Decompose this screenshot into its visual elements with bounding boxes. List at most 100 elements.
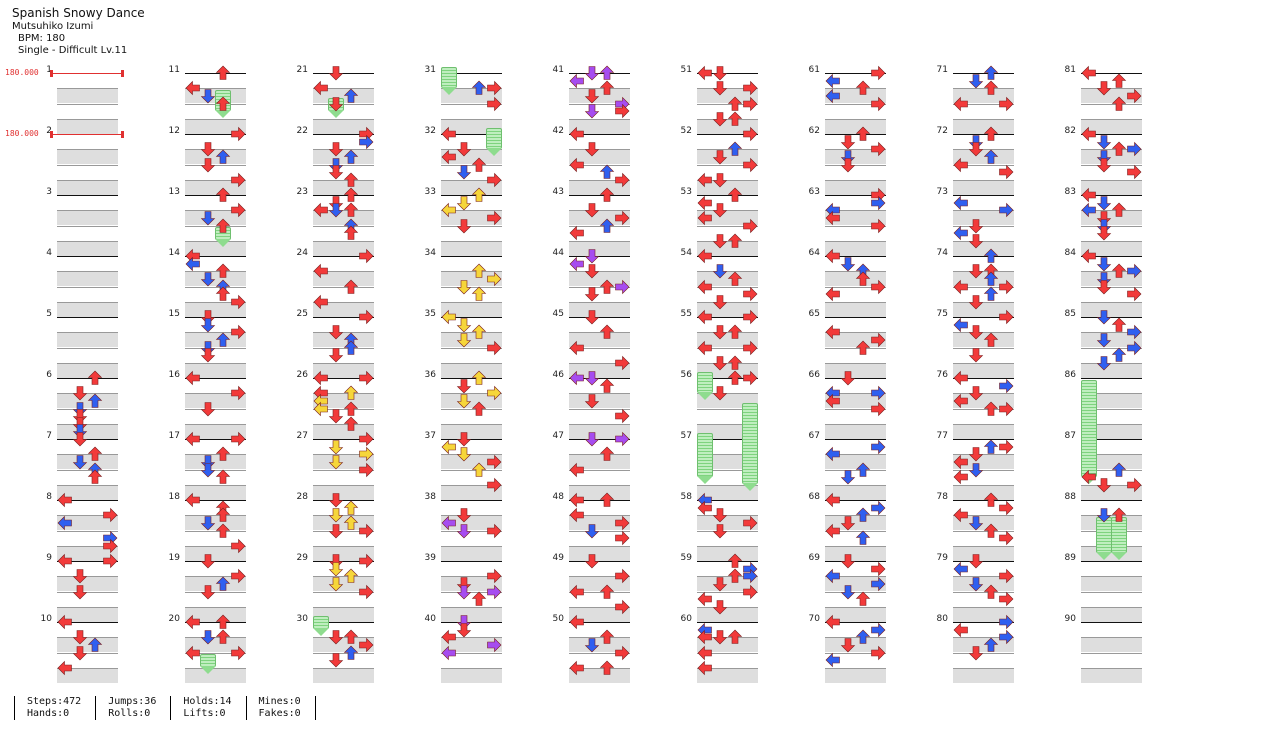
beat-stripe	[57, 118, 118, 134]
right-arrow-icon	[359, 447, 374, 462]
left-arrow-icon	[825, 88, 840, 104]
bpm-change-line	[51, 73, 122, 74]
beat-line	[441, 332, 502, 334]
beat-stripe	[569, 240, 630, 256]
down-arrow-icon	[1096, 81, 1112, 96]
down-arrow-icon	[200, 272, 216, 287]
down-arrow-icon	[200, 401, 216, 416]
measure-line	[953, 317, 1014, 318]
right-arrow-icon	[743, 340, 758, 355]
down-arrow-icon	[328, 96, 344, 111]
bpm-change-tick	[121, 70, 124, 77]
right-arrow-icon	[871, 65, 886, 81]
beat-line	[825, 469, 886, 471]
beat-stripe	[569, 637, 630, 652]
measure-number: 19	[168, 553, 180, 563]
measure-number: 39	[424, 553, 436, 563]
beat-stripe	[825, 515, 886, 530]
beat-line	[697, 347, 758, 349]
beat-line	[1081, 210, 1142, 212]
beat-line	[697, 576, 758, 578]
measure-number: 30	[296, 614, 308, 624]
beat-stripe	[569, 118, 630, 134]
beat-stripe	[953, 393, 1014, 408]
right-arrow-icon	[103, 553, 118, 569]
left-arrow-icon	[1081, 203, 1096, 218]
bpm-change-tick	[50, 70, 53, 77]
beat-line	[441, 576, 502, 578]
measure-number: 47	[552, 431, 564, 441]
down-arrow-icon	[1096, 477, 1112, 493]
up-arrow-icon	[599, 164, 615, 179]
down-arrow-icon	[200, 462, 216, 477]
left-arrow-icon	[185, 645, 200, 660]
right-arrow-icon	[487, 81, 502, 96]
measure-number: 12	[168, 126, 180, 136]
beat-line	[825, 164, 886, 166]
left-arrow-icon	[313, 294, 328, 309]
down-arrow-icon	[72, 386, 88, 401]
beat-line	[441, 88, 502, 90]
down-arrow-icon	[456, 279, 472, 294]
up-arrow-icon	[599, 187, 615, 202]
chart-header: Spanish Snowy Dance Mutsuhiko Izumi BPM:…	[12, 6, 145, 57]
beat-stripe	[825, 362, 886, 378]
right-arrow-icon	[871, 195, 886, 210]
down-arrow-icon	[456, 378, 472, 394]
measure-line	[441, 622, 502, 623]
beat-line	[441, 484, 502, 486]
beat-line	[441, 652, 502, 654]
beat-stripe	[569, 149, 630, 164]
beat-line	[1081, 332, 1142, 334]
beat-line	[825, 286, 886, 288]
beat-line	[569, 164, 630, 166]
down-arrow-icon	[72, 432, 88, 447]
beat-stripe	[313, 393, 374, 408]
right-arrow-icon	[871, 332, 886, 348]
beat-stripe	[569, 332, 630, 347]
down-arrow-icon	[712, 577, 728, 592]
right-arrow-icon	[871, 386, 886, 401]
measure-number: 20	[168, 614, 180, 624]
measure-line	[441, 256, 502, 257]
beat-line	[953, 149, 1014, 151]
measure-line	[313, 500, 374, 501]
right-arrow-icon	[359, 248, 374, 264]
right-arrow-icon	[487, 523, 502, 538]
beat-stripe	[953, 88, 1014, 103]
beat-line	[953, 576, 1014, 578]
beat-stripe	[825, 301, 886, 317]
beat-line	[825, 545, 886, 547]
right-arrow-icon	[871, 645, 886, 660]
down-arrow-icon	[456, 584, 472, 599]
beat-line	[953, 530, 1014, 532]
left-arrow-icon	[569, 584, 584, 599]
right-arrow-icon	[999, 279, 1014, 294]
measure-line	[697, 317, 758, 318]
hold-note	[1111, 516, 1128, 561]
beat-line	[57, 454, 118, 456]
down-arrow-icon	[200, 317, 216, 333]
down-arrow-icon	[584, 104, 600, 119]
beat-stripe	[953, 484, 1014, 500]
beat-line	[1081, 88, 1142, 90]
right-arrow-icon	[999, 378, 1014, 393]
right-arrow-icon	[743, 81, 758, 96]
measure-column	[569, 73, 630, 683]
measure-number: 49	[552, 553, 564, 563]
beat-line	[57, 347, 118, 349]
up-arrow-icon	[343, 187, 359, 202]
left-arrow-icon	[953, 508, 968, 523]
hold-note	[199, 654, 216, 675]
hold-note	[696, 433, 713, 484]
beat-line	[697, 637, 758, 639]
left-arrow-icon	[569, 126, 584, 142]
beat-line	[1081, 515, 1142, 517]
left-arrow-icon	[569, 225, 584, 241]
beat-stripe	[57, 362, 118, 378]
left-arrow-icon	[569, 256, 584, 271]
left-arrow-icon	[569, 340, 584, 355]
beat-stripe	[313, 118, 374, 134]
measure-number: 50	[552, 614, 564, 624]
left-arrow-icon	[697, 660, 712, 675]
